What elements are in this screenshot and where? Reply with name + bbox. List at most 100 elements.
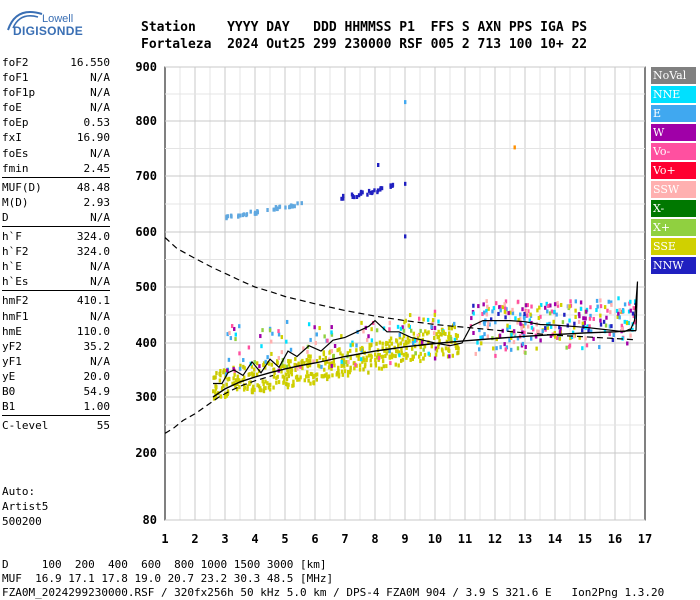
echo-mark bbox=[309, 337, 312, 342]
echo-mark bbox=[368, 342, 371, 347]
echo-mark bbox=[369, 363, 373, 368]
echo-mark bbox=[309, 371, 313, 376]
echo-mark bbox=[214, 395, 218, 400]
echo-mark bbox=[403, 342, 406, 347]
echo-points bbox=[212, 100, 638, 401]
echo-mark bbox=[497, 311, 500, 316]
param-value: 110.0 bbox=[76, 324, 110, 338]
echo-mark bbox=[427, 330, 430, 335]
echo-mark bbox=[234, 337, 237, 342]
echo-mark bbox=[328, 361, 331, 366]
param-label: yF1 bbox=[2, 354, 22, 368]
param-row: yF2 35.2 bbox=[2, 339, 110, 354]
echo-mark bbox=[351, 342, 354, 347]
echo-mark bbox=[394, 354, 397, 359]
param-row: foF1 N/A bbox=[2, 70, 110, 85]
echo-mark bbox=[233, 326, 236, 331]
echo-mark bbox=[281, 363, 284, 368]
echo-mark bbox=[455, 346, 458, 351]
echo-mark bbox=[302, 346, 305, 351]
echo-mark bbox=[336, 371, 339, 376]
echo-mark bbox=[264, 386, 267, 391]
echo-mark bbox=[348, 348, 352, 353]
echo-mark bbox=[242, 212, 246, 217]
echo-mark bbox=[317, 363, 320, 368]
echo-mark bbox=[436, 335, 439, 340]
echo-mark bbox=[544, 305, 547, 310]
echo-mark bbox=[294, 357, 297, 362]
echo-mark bbox=[264, 365, 267, 370]
echo-mark bbox=[499, 308, 502, 313]
echo-mark bbox=[548, 321, 551, 326]
echo-mark bbox=[453, 321, 456, 326]
echo-mark bbox=[242, 375, 246, 380]
echo-mark bbox=[494, 320, 497, 325]
echo-mark bbox=[242, 364, 245, 369]
param-separator bbox=[2, 226, 110, 228]
echo-mark bbox=[573, 321, 576, 326]
echo-mark bbox=[426, 317, 430, 322]
echo-mark bbox=[249, 209, 252, 214]
echo-mark bbox=[524, 345, 527, 350]
echo-mark bbox=[411, 338, 415, 343]
echo-mark bbox=[355, 195, 359, 200]
echo-mark bbox=[454, 344, 458, 349]
param-value: N/A bbox=[90, 86, 110, 100]
echo-mark bbox=[430, 325, 433, 330]
echo-mark bbox=[330, 325, 333, 330]
echo-mark bbox=[611, 338, 615, 343]
echo-mark bbox=[418, 338, 422, 343]
echo-mark bbox=[228, 330, 231, 335]
echo-mark bbox=[325, 372, 328, 377]
echo-mark bbox=[599, 318, 602, 323]
echo-mark bbox=[417, 316, 421, 321]
echo-mark bbox=[225, 393, 228, 398]
echo-mark bbox=[629, 333, 632, 338]
echo-mark bbox=[508, 338, 511, 343]
echo-mark bbox=[633, 299, 637, 304]
echo-mark bbox=[346, 351, 350, 356]
echo-mark bbox=[339, 351, 342, 356]
echo-mark bbox=[495, 301, 498, 306]
echo-mark bbox=[448, 354, 451, 359]
echo-mark bbox=[405, 346, 408, 351]
echo-mark bbox=[572, 334, 576, 339]
echo-mark bbox=[306, 349, 309, 354]
echo-mark bbox=[315, 358, 319, 363]
echo-mark bbox=[559, 326, 562, 331]
echo-mark bbox=[414, 351, 417, 356]
echo-mark bbox=[539, 338, 542, 343]
echo-mark bbox=[262, 382, 265, 387]
param-row: h`F 324.0 bbox=[2, 229, 110, 244]
echo-mark bbox=[369, 190, 372, 195]
x-tick-label: 16 bbox=[608, 532, 622, 546]
x-tick-label: 2 bbox=[191, 532, 198, 546]
echo-mark bbox=[491, 309, 494, 314]
echo-mark bbox=[288, 205, 291, 210]
y-tick-label: 200 bbox=[135, 446, 157, 460]
echo-mark bbox=[368, 346, 371, 351]
echo-mark bbox=[277, 356, 281, 361]
y-tick-label: 300 bbox=[135, 390, 157, 404]
echo-mark bbox=[224, 369, 228, 374]
echo-mark bbox=[433, 356, 437, 361]
echo-mark bbox=[440, 327, 444, 332]
echo-mark bbox=[330, 366, 333, 371]
echo-mark bbox=[492, 306, 496, 311]
echo-mark bbox=[222, 368, 226, 373]
echo-mark bbox=[364, 362, 367, 367]
param-value: N/A bbox=[90, 101, 110, 115]
echo-mark bbox=[381, 359, 385, 364]
echo-mark bbox=[454, 333, 458, 338]
echo-mark bbox=[396, 324, 400, 329]
echo-mark bbox=[410, 346, 414, 351]
echo-mark bbox=[314, 340, 317, 345]
echo-mark bbox=[277, 332, 281, 337]
echo-mark bbox=[389, 184, 392, 189]
autoscaler-version: 500200 bbox=[2, 515, 42, 528]
echo-mark bbox=[453, 337, 457, 342]
echo-mark bbox=[470, 316, 473, 321]
echo-mark bbox=[447, 326, 451, 331]
echo-mark bbox=[612, 332, 615, 337]
echo-mark bbox=[320, 364, 323, 369]
